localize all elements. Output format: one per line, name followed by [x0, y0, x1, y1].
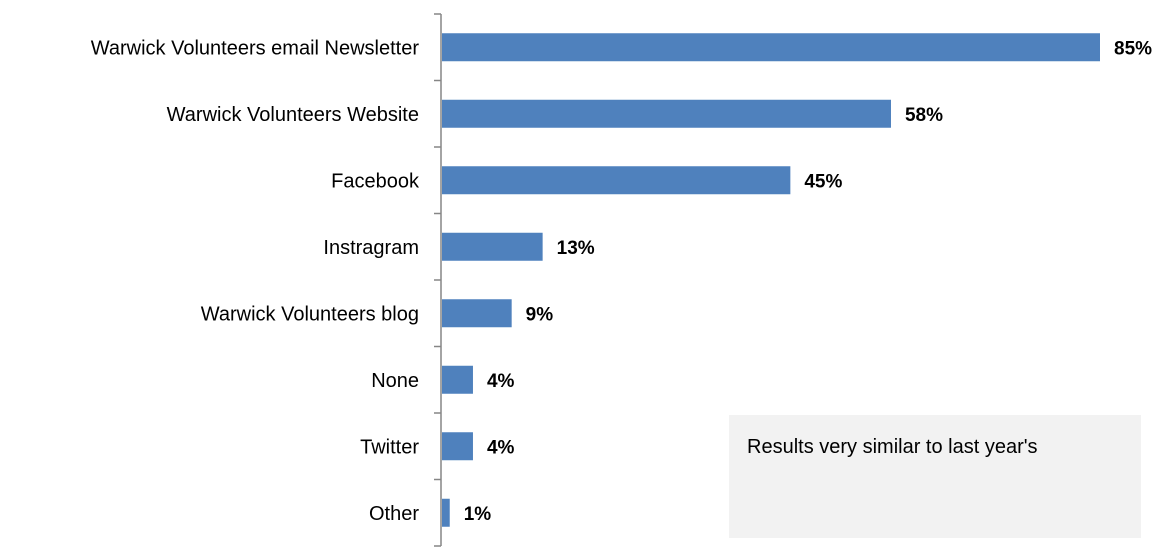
bar [442, 365, 473, 394]
bar [442, 432, 473, 461]
bar [442, 299, 512, 328]
category-label: Warwick Volunteers Website [167, 104, 419, 126]
bar [442, 232, 543, 261]
value-label: 85% [1114, 38, 1152, 59]
value-label: 45% [804, 171, 842, 192]
value-label: 1% [464, 504, 492, 525]
annotation-box: Results very similar to last year's [729, 415, 1141, 538]
value-label: 13% [557, 238, 595, 259]
value-label: 4% [487, 371, 515, 392]
bar [442, 99, 891, 128]
category-label: Warwick Volunteers blog [201, 303, 419, 325]
annotation-text: Results very similar to last year's [747, 436, 1038, 458]
bar [442, 166, 791, 195]
value-label: 58% [905, 105, 943, 126]
category-label: Facebook [331, 170, 420, 192]
bar [442, 498, 450, 527]
value-label: 4% [487, 437, 515, 458]
category-label: None [371, 370, 419, 392]
bar [442, 33, 1100, 62]
value-label: 9% [526, 304, 554, 325]
category-label: Other [369, 503, 419, 525]
category-label: Twitter [360, 436, 419, 458]
bars-layer [442, 33, 1100, 527]
category-label: Instragram [323, 237, 419, 259]
category-axis [434, 13, 442, 547]
labels-layer: Warwick Volunteers email Newsletter 85% Wa… [91, 37, 1152, 525]
category-label: Warwick Volunteers email Newsletter [91, 37, 420, 59]
